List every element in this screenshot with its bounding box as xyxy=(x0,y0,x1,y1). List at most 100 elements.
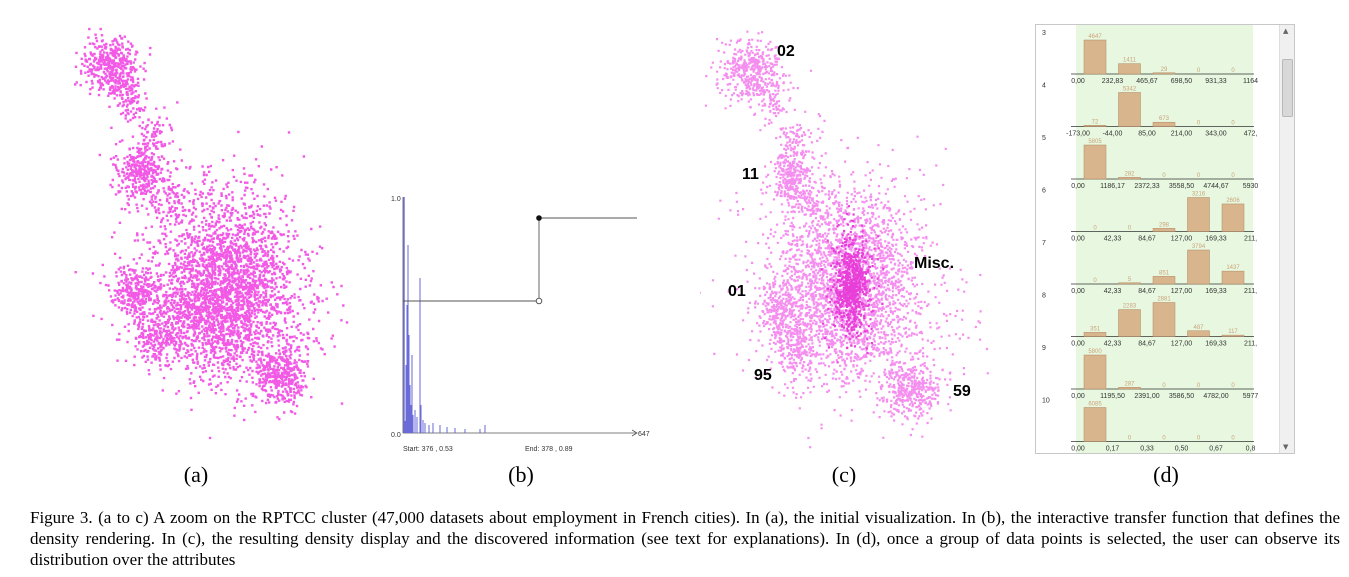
tick-label: 343,00 xyxy=(1205,131,1227,138)
tick-label: 127,00 xyxy=(1171,288,1193,295)
tick-label: 698,50 xyxy=(1171,78,1193,85)
tick-label: -44,00 xyxy=(1103,131,1123,138)
tick-label: 0,00 xyxy=(1071,446,1085,453)
tick-label: 0,8 xyxy=(1246,446,1256,453)
attribute-histogram[interactable]: 9 5800 287 0 0 0 0,00 1195,50 2391,00 3586,50 4782… xyxy=(1042,345,1258,400)
attribute-histogram[interactable]: 7 0 5 851 3794 1437 0,00 42,33 84,67 127,00 169,33… xyxy=(1042,240,1257,295)
bar-count-label: 0 xyxy=(1231,383,1235,389)
attribute-histogram[interactable]: 10 6085 0 0 0 0 0,00 0,17 0,33 0,50 0,67 0,8 xyxy=(1042,398,1255,453)
histogram-bar[interactable] xyxy=(1152,121,1176,127)
tick-label: 2372,33 xyxy=(1134,183,1159,190)
bar-count-label: 6085 xyxy=(1088,402,1102,408)
bar-count-label: 2881 xyxy=(1157,297,1171,303)
tick-label: 0,50 xyxy=(1175,446,1189,453)
x-axis-max-label: 647 xyxy=(638,431,650,438)
tick-label: 1195,50 xyxy=(1100,393,1125,400)
bar-count-label: 0 xyxy=(1197,436,1201,442)
scatter-points xyxy=(74,27,349,440)
tick-label: 3558,50 xyxy=(1169,183,1194,190)
histogram-bar[interactable] xyxy=(1187,197,1210,232)
attribute-histogram[interactable]: 6 0 0 298 3216 2606 0,00 42,33 84,67 127,00 169,33… xyxy=(1042,188,1257,243)
subfigure-label-a: (a) xyxy=(183,462,209,487)
attribute-id-label: 3 xyxy=(1042,30,1046,37)
bar-count-label: 487 xyxy=(1193,325,1204,331)
histogram-bar[interactable] xyxy=(1152,228,1176,232)
tick-label: -173,00 xyxy=(1066,131,1090,138)
histogram-bar[interactable] xyxy=(1118,63,1141,75)
tick-label: 0,00 xyxy=(1071,183,1085,190)
histogram-bar[interactable] xyxy=(1221,334,1245,337)
histogram-bar[interactable] xyxy=(1083,125,1107,127)
vertical-scrollbar[interactable]: ▲ ▼ xyxy=(1279,25,1294,453)
bar-count-label: 3216 xyxy=(1192,192,1206,198)
bar-count-label: 4647 xyxy=(1088,34,1102,40)
histogram-bar[interactable] xyxy=(1083,407,1107,442)
attribute-histogram[interactable]: 5 5805 282 0 0 0 0,00 1186,17 2372,33 3558,50 4744… xyxy=(1042,135,1258,190)
tick-label: 169,33 xyxy=(1205,236,1227,243)
tick-label: 42,33 xyxy=(1104,341,1122,348)
bar-count-label: 2283 xyxy=(1123,304,1137,310)
tick-label: 465,67 xyxy=(1136,78,1158,85)
scroll-down-arrow-icon[interactable]: ▼ xyxy=(1283,443,1289,451)
histogram-bar[interactable] xyxy=(1118,92,1141,127)
scrollbar-thumb[interactable] xyxy=(1282,59,1293,117)
histogram-bar[interactable] xyxy=(1187,330,1210,337)
histogram-bar[interactable] xyxy=(1118,177,1141,180)
scroll-up-arrow-icon[interactable]: ▲ xyxy=(1283,27,1289,35)
bar-count-label: 2606 xyxy=(1226,198,1240,204)
bar-count-label: 0 xyxy=(1231,173,1235,179)
bar-count-label: 1411 xyxy=(1123,58,1137,64)
bar-count-label: 0 xyxy=(1162,173,1166,179)
tick-label: 84,67 xyxy=(1138,236,1156,243)
tick-label: 0,00 xyxy=(1071,393,1085,400)
bar-count-label: 0 xyxy=(1231,436,1235,442)
tick-label: 84,67 xyxy=(1138,341,1156,348)
cluster-label-01: 01 xyxy=(728,283,746,300)
histogram-bar[interactable] xyxy=(1221,270,1245,285)
tick-label: 1164 xyxy=(1243,78,1258,85)
histogram-list-panel[interactable]: 3 4647 1411 29 0 0 0,00 232,83 465,67 698,50 931,3… xyxy=(1035,24,1295,454)
y-axis-bottom-label: 0.0 xyxy=(391,432,401,439)
attribute-histogram[interactable]: 4 72 5342 673 0 0 -173,00 -44,00 85,00 214,00 343,… xyxy=(1042,83,1257,138)
histogram-bar[interactable] xyxy=(1083,354,1107,390)
tick-label: 0,67 xyxy=(1209,446,1223,453)
subfigure-label-b: (b) xyxy=(508,462,534,487)
histogram-bar[interactable] xyxy=(1152,302,1176,337)
transfer-function-chart[interactable]: 1.0 0.0 647 Start: 376 , 0.53 End: 378 ,… xyxy=(385,185,660,460)
histogram-bar[interactable] xyxy=(1187,249,1210,285)
y-axis-top-label: 1.0 xyxy=(391,196,401,203)
attribute-id-label: 5 xyxy=(1042,135,1046,142)
attribute-histogram[interactable]: 8 351 2283 2881 487 117 0,00 42,33 84,67 127,00 16… xyxy=(1042,293,1257,348)
histogram-bar[interactable] xyxy=(1083,332,1107,337)
bar-count-label: 0 xyxy=(1162,436,1166,442)
histogram-bar[interactable] xyxy=(1152,72,1176,75)
attribute-id-label: 8 xyxy=(1042,293,1046,300)
histogram-bar[interactable] xyxy=(1221,203,1245,232)
histogram-bar[interactable] xyxy=(1083,144,1107,180)
figure-caption: Figure 3. (a to c) A zoom on the RPTCC c… xyxy=(30,508,1340,569)
end-control-point[interactable] xyxy=(536,215,542,221)
bar-count-label: 117 xyxy=(1228,329,1238,335)
bar-count-label: 282 xyxy=(1124,171,1135,177)
histogram-bar[interactable] xyxy=(1152,276,1176,285)
bar-count-label: 0 xyxy=(1197,383,1201,389)
histogram-bar[interactable] xyxy=(1118,282,1141,285)
histogram-bar[interactable] xyxy=(1118,309,1141,337)
subfigure-label-c: (c) xyxy=(831,462,857,487)
histogram-bar[interactable] xyxy=(1083,39,1107,75)
start-control-point[interactable] xyxy=(535,297,543,305)
attribute-histogram[interactable]: 3 4647 1411 29 0 0 0,00 232,83 465,67 698,50 931,3… xyxy=(1042,30,1258,85)
tick-label: 0,17 xyxy=(1106,446,1120,453)
density-display xyxy=(700,30,989,449)
tick-label: 42,33 xyxy=(1104,288,1122,295)
tick-label: 84,67 xyxy=(1138,288,1156,295)
bar-count-label: 287 xyxy=(1124,381,1135,387)
density-histogram xyxy=(403,197,486,433)
histogram-bar[interactable] xyxy=(1118,387,1141,390)
x-axis-arrow-icon xyxy=(631,429,638,437)
tick-label: 127,00 xyxy=(1171,236,1193,243)
scatter-plot-initial xyxy=(74,27,349,440)
bar-count-label: 3794 xyxy=(1192,244,1206,250)
tick-label: 1186,17 xyxy=(1100,183,1125,190)
tick-label: 214,00 xyxy=(1171,131,1193,138)
